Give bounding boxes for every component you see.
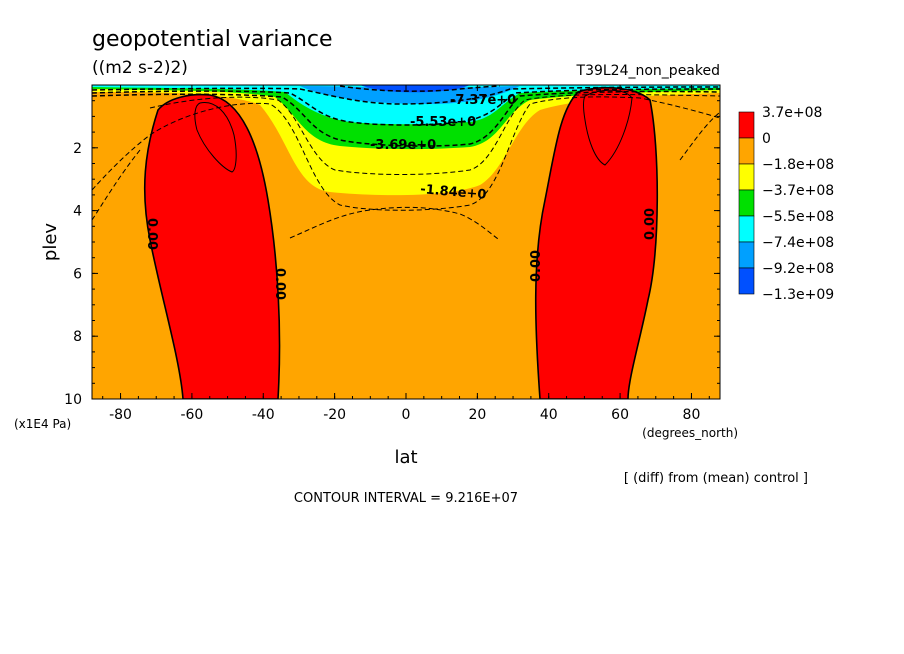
x-axis: -80 -60 -40 -20 0 20 40 60 80 xyxy=(102,85,710,423)
colorbar-swatch xyxy=(738,215,755,243)
positive-region-south xyxy=(143,93,281,399)
contour-labels: -7.37e+0 -5.53e+0 -3.69e+0 -1.84e+0 0.00… xyxy=(144,93,658,300)
contour-label-8: 0.00 xyxy=(643,208,658,240)
colorbar-label: −5.5e+08 xyxy=(762,209,834,225)
inner-contour-south xyxy=(194,102,237,173)
contour-line-7 xyxy=(92,149,141,221)
colorbar-swatch xyxy=(738,189,755,217)
chart-units: ((m2 s-2)2) xyxy=(92,58,188,78)
colorbar-label: 3.7e+08 xyxy=(762,105,822,121)
contour-line-8 xyxy=(679,111,720,161)
colorbar-swatch xyxy=(738,241,755,269)
contour-label-6: 0.00 xyxy=(272,268,287,300)
y-axis-label: plev xyxy=(40,223,61,262)
colorbar-label: 0 xyxy=(762,131,771,147)
dashed-contours xyxy=(92,85,720,241)
x-tick-label: -80 xyxy=(109,407,132,423)
contour-label-1: -7.37e+0 xyxy=(450,93,516,108)
x-tick-label: 40 xyxy=(540,407,558,423)
inner-contour-north xyxy=(583,89,633,166)
x-axis-units: (degrees_north) xyxy=(642,426,738,440)
diff-note: [ (diff) from (mean) control ] xyxy=(624,471,808,486)
x-tick-label: 0 xyxy=(402,407,411,423)
y-tick-label: 6 xyxy=(73,266,82,282)
contour-line-5 xyxy=(92,86,720,105)
x-axis-label: lat xyxy=(394,447,417,468)
colorbar-label: −1.8e+08 xyxy=(762,157,834,173)
contour-line-4 xyxy=(92,88,720,126)
run-label: T39L24_non_peaked xyxy=(576,63,720,79)
x-tick-label: -60 xyxy=(180,407,203,423)
x-tick-label: 80 xyxy=(683,407,701,423)
colorbar-swatch xyxy=(738,267,755,295)
x-tick-label: -20 xyxy=(323,407,346,423)
contour-line-2 xyxy=(149,94,720,175)
chart-title: geopotential variance xyxy=(92,27,333,52)
x-tick-label: 20 xyxy=(468,407,486,423)
contour-field xyxy=(92,85,720,399)
colorbar-label: −9.2e+08 xyxy=(762,261,834,277)
y-tick-label: 8 xyxy=(73,329,82,345)
contour-label-2: -5.53e+0 xyxy=(410,115,476,130)
contour-label-5: 0.00 xyxy=(144,218,159,250)
colorbar-swatch xyxy=(738,163,755,191)
colorbar: 3.7e+08 0 −1.8e+08 −3.7e+08 −5.5e+08 −7.4e+08… xyxy=(738,105,834,303)
contour-label-4: -1.84e+0 xyxy=(420,182,487,203)
colorbar-label: −7.4e+08 xyxy=(762,235,834,251)
x-tick-label: 60 xyxy=(611,407,629,423)
contour-line-1 xyxy=(92,96,720,211)
contour-line-9 xyxy=(289,206,501,241)
negative-band-lightblue xyxy=(300,86,520,104)
contour-label-3: -3.69e+0 xyxy=(370,138,436,153)
contour-interval-note: CONTOUR INTERVAL = 9.216E+07 xyxy=(294,491,518,506)
colorbar-swatch xyxy=(738,111,755,139)
y-axis: 2 4 6 8 10 xyxy=(64,100,720,408)
contour-line-6 xyxy=(339,85,501,92)
colorbar-swatch xyxy=(738,137,755,165)
y-tick-label: 10 xyxy=(64,392,82,408)
negative-band-blue xyxy=(360,85,470,93)
colorbar-label: −1.3e+09 xyxy=(762,287,834,303)
contour-line-3 xyxy=(92,90,720,147)
y-axis-units: (x1E4 Pa) xyxy=(14,417,71,431)
y-tick-label: 4 xyxy=(73,204,82,220)
colorbar-label: −3.7e+08 xyxy=(762,183,834,199)
positive-region-north xyxy=(534,87,659,399)
x-tick-label: -40 xyxy=(252,407,275,423)
y-tick-label: 2 xyxy=(73,141,82,157)
contour-label-7: 0.00 xyxy=(529,250,544,282)
